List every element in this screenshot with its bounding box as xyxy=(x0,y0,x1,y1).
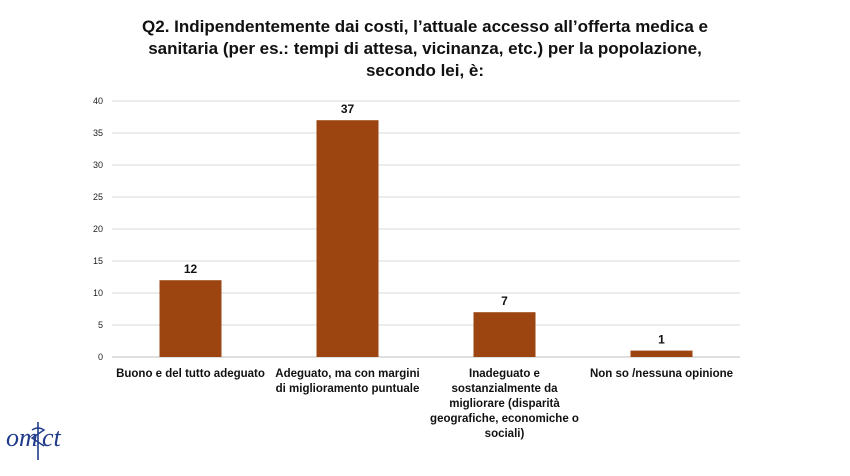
omct-logo: om ct xyxy=(6,422,62,460)
y-tick-label: 0 xyxy=(98,352,103,362)
x-category-label: Non so /nessuna opinione xyxy=(589,368,734,380)
bar xyxy=(316,120,379,357)
x-category-label: Buono e del tutto adeguato xyxy=(116,368,265,380)
y-tick-label: 5 xyxy=(98,320,103,330)
x-category-label: Adeguato, ma con margini di migliorament… xyxy=(275,368,420,395)
y-tick-label: 20 xyxy=(93,224,103,234)
y-tick-label: 15 xyxy=(93,256,103,266)
svg-text:ct: ct xyxy=(42,423,62,452)
bars xyxy=(159,120,693,357)
x-category-label: Inadeguato e sostanzialmente da migliora… xyxy=(430,368,579,440)
data-label: 7 xyxy=(501,294,508,308)
data-label: 12 xyxy=(184,262,198,276)
chart-title: Q2. Indipendentemente dai costi, l’attua… xyxy=(142,17,708,80)
y-tick-label: 35 xyxy=(93,128,103,138)
y-tick-label: 10 xyxy=(93,288,103,298)
data-label: 1 xyxy=(658,333,665,347)
bar xyxy=(630,350,693,357)
bar xyxy=(473,312,536,357)
y-tick-label: 40 xyxy=(93,96,103,106)
y-tick-label: 30 xyxy=(93,160,103,170)
data-labels: 12 37 7 1 xyxy=(184,102,665,346)
y-tick-label: 25 xyxy=(93,192,103,202)
bar xyxy=(159,280,222,357)
data-label: 37 xyxy=(341,102,355,116)
y-axis-ticks: 0 5 10 15 20 25 30 35 40 xyxy=(93,96,103,362)
